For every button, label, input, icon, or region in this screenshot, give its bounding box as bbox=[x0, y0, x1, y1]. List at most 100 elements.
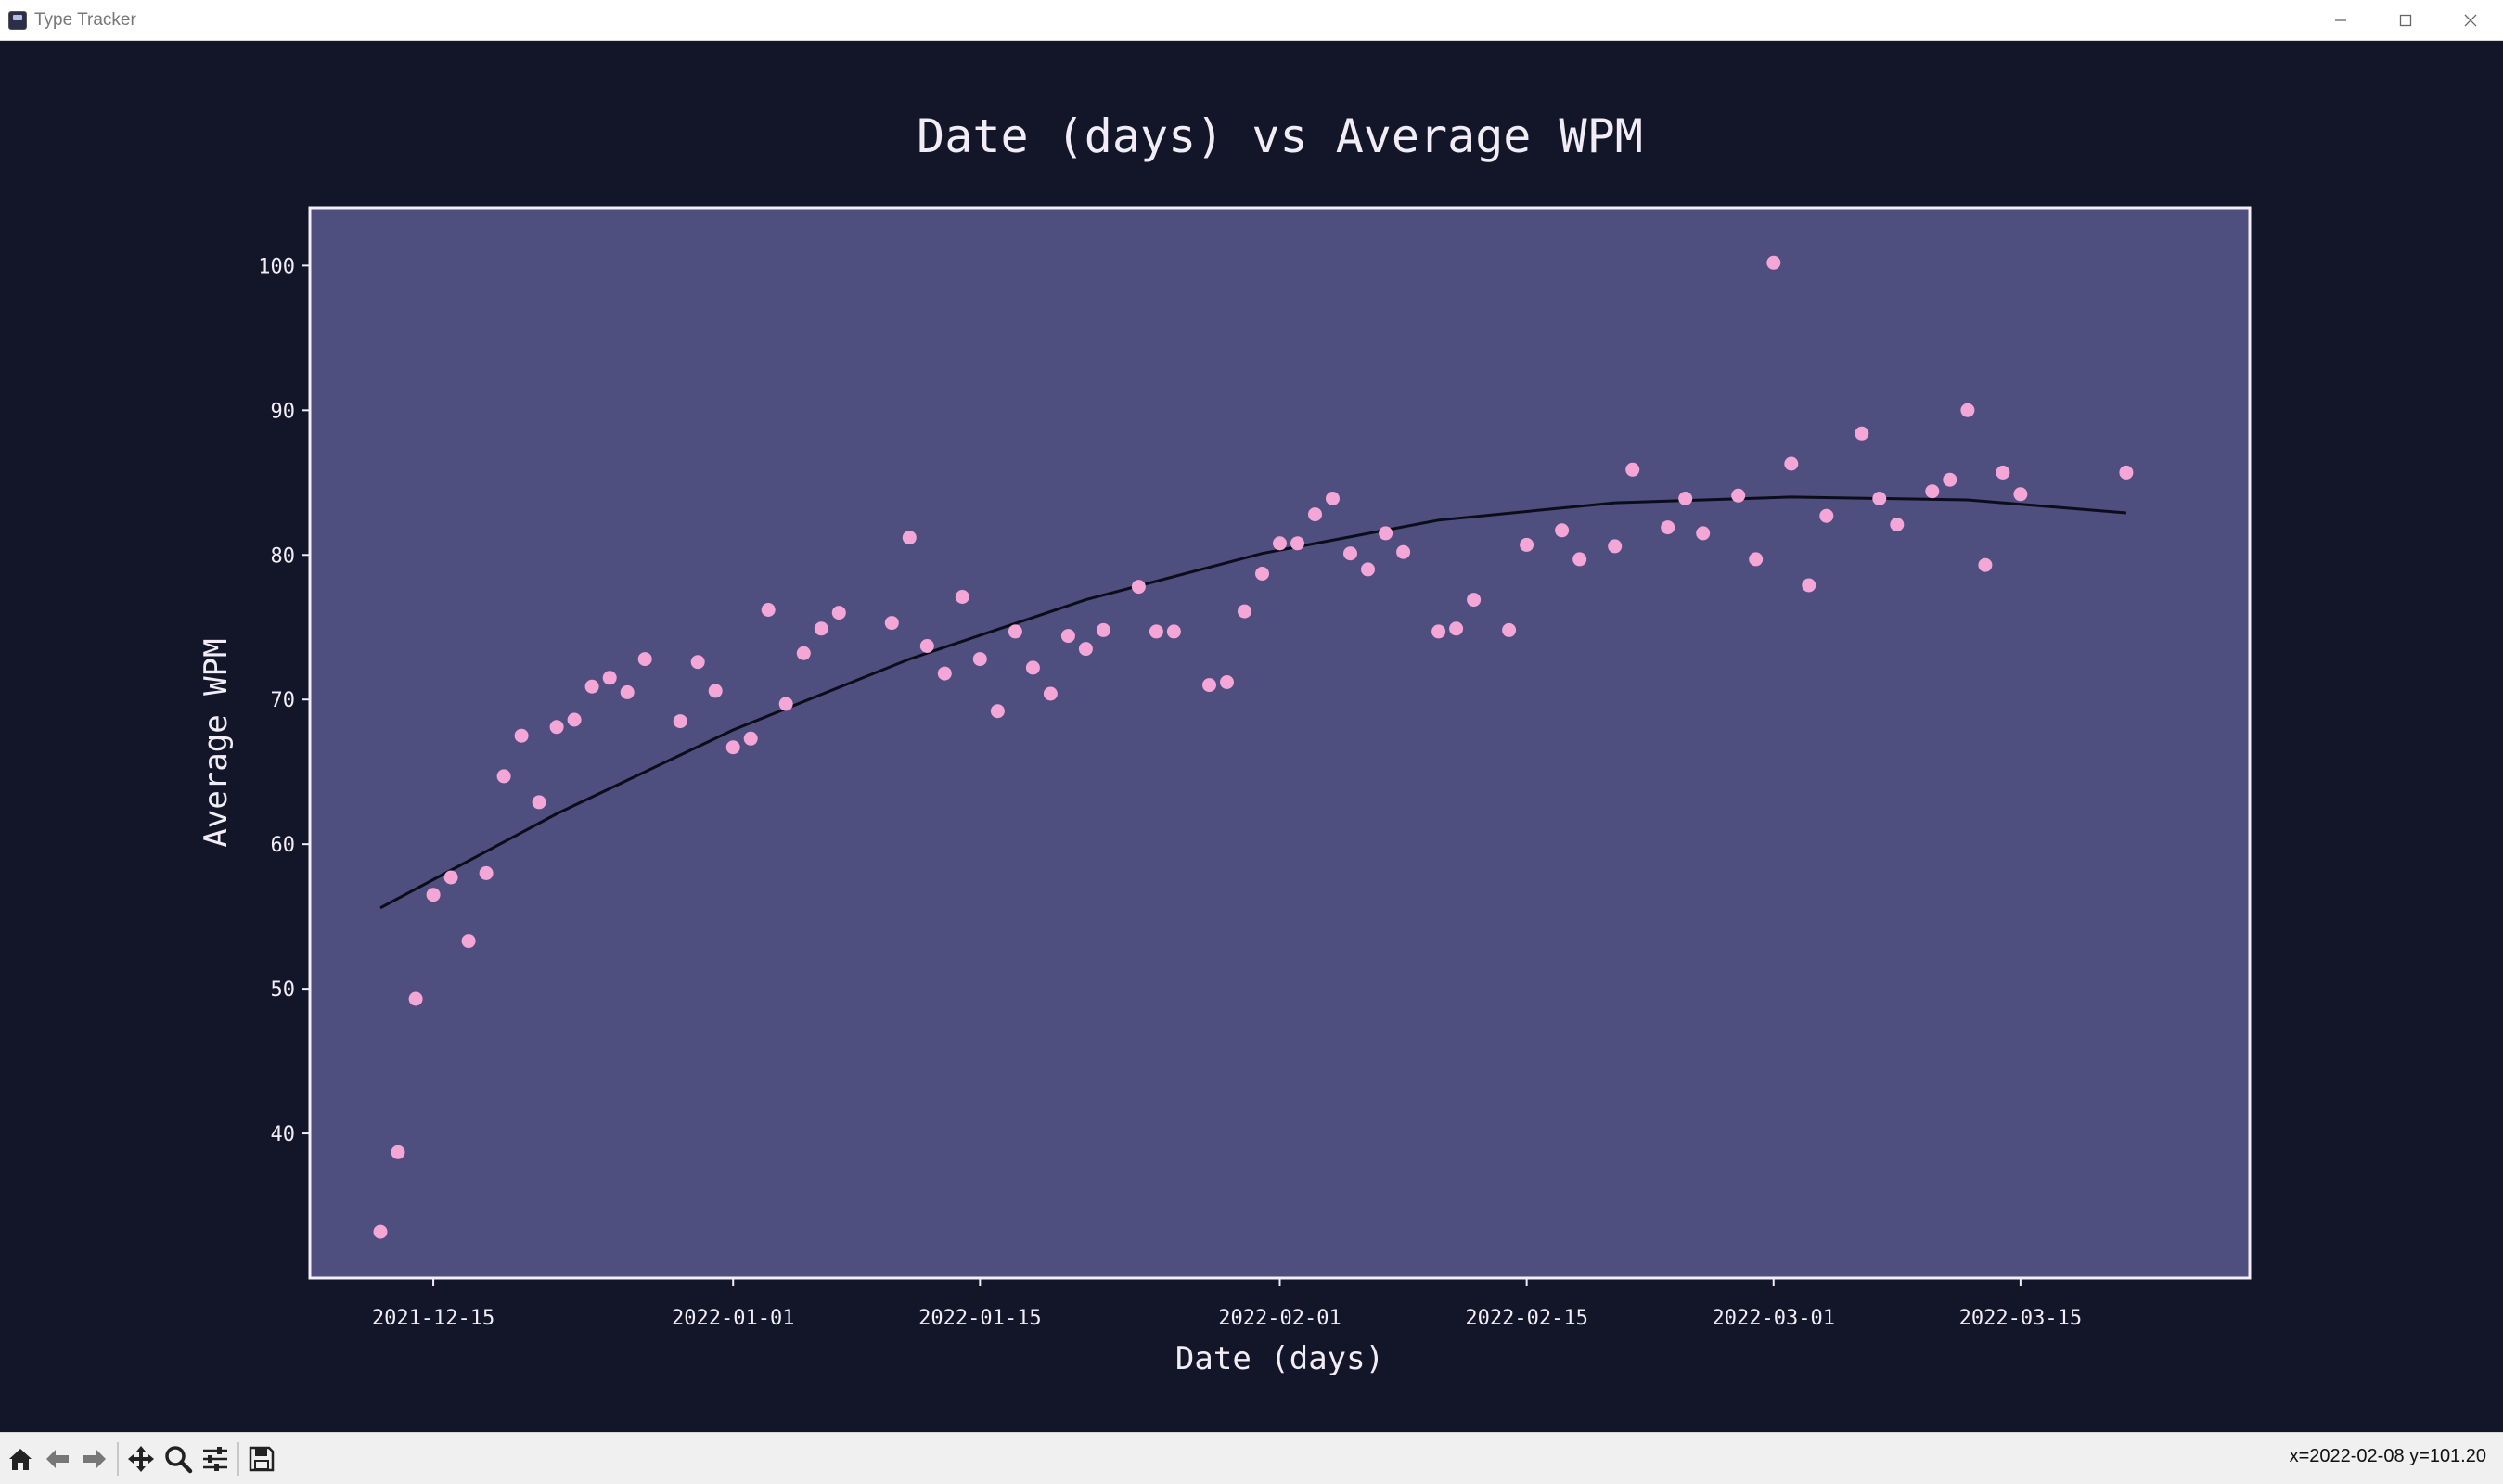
data-point bbox=[1308, 507, 1322, 522]
data-point bbox=[1326, 492, 1340, 505]
data-point bbox=[972, 652, 987, 667]
data-point bbox=[1996, 465, 2010, 480]
x-tick-label: 2022-03-01 bbox=[1713, 1307, 1835, 1330]
data-point bbox=[1731, 488, 1746, 503]
x-tick-label: 2022-01-01 bbox=[672, 1307, 794, 1330]
data-point bbox=[1202, 678, 1216, 693]
data-point bbox=[761, 603, 776, 617]
data-point bbox=[708, 684, 723, 698]
y-tick-label: 100 bbox=[258, 255, 295, 278]
data-point bbox=[690, 655, 705, 670]
data-point bbox=[1661, 520, 1675, 535]
maximize-icon[interactable] bbox=[2373, 0, 2438, 41]
back-arrow-icon[interactable] bbox=[39, 1439, 76, 1479]
data-point bbox=[1131, 580, 1146, 595]
navigation-toolbar: x=2022-02-08 y=101.20 bbox=[0, 1432, 2503, 1484]
data-point bbox=[1096, 622, 1110, 637]
data-point bbox=[1819, 508, 1834, 523]
data-point bbox=[937, 666, 952, 681]
window-title: Type Tracker bbox=[34, 9, 136, 30]
data-point bbox=[743, 731, 758, 746]
data-point bbox=[479, 865, 494, 880]
data-point bbox=[990, 704, 1005, 719]
data-point bbox=[584, 679, 599, 694]
y-tick-label: 40 bbox=[271, 1123, 296, 1146]
data-point bbox=[532, 795, 546, 810]
data-point bbox=[1572, 552, 1587, 567]
data-point bbox=[1078, 642, 1093, 657]
figure-canvas[interactable]: Date (days) vs Average WPM Date (days) A… bbox=[0, 41, 2503, 1432]
data-point bbox=[637, 652, 652, 667]
data-point bbox=[514, 728, 529, 743]
data-point bbox=[1396, 544, 1411, 559]
data-point bbox=[1872, 492, 1887, 505]
app-icon bbox=[8, 10, 27, 30]
cursor-coordinates: x=2022-02-08 y=101.20 bbox=[2289, 1446, 2486, 1466]
data-point bbox=[1802, 578, 1816, 593]
data-point bbox=[814, 621, 828, 636]
data-point bbox=[1149, 624, 1163, 639]
configure-subplots-icon[interactable] bbox=[197, 1439, 234, 1479]
y-tick-label: 70 bbox=[271, 689, 296, 712]
home-icon[interactable] bbox=[2, 1439, 39, 1479]
data-point bbox=[1625, 462, 1640, 477]
data-point bbox=[549, 720, 564, 735]
data-point bbox=[1043, 686, 1058, 701]
window-title-bar: Type Tracker bbox=[0, 0, 2503, 41]
data-point bbox=[1060, 629, 1075, 644]
x-tick-label: 2021-12-15 bbox=[372, 1307, 494, 1330]
data-point bbox=[1520, 537, 1534, 552]
minimize-icon[interactable] bbox=[2308, 0, 2373, 41]
data-point bbox=[1925, 484, 1940, 499]
data-point bbox=[1449, 621, 1464, 636]
data-point bbox=[955, 590, 969, 604]
save-icon[interactable] bbox=[243, 1439, 280, 1479]
toolbar-separator bbox=[237, 1441, 239, 1476]
data-point bbox=[1238, 604, 1252, 619]
y-tick-label: 90 bbox=[271, 400, 296, 423]
data-point bbox=[725, 740, 740, 755]
data-point bbox=[426, 888, 441, 902]
data-point bbox=[373, 1224, 388, 1239]
x-tick-label: 2022-02-15 bbox=[1465, 1307, 1587, 1330]
data-point bbox=[1343, 546, 1357, 561]
data-point bbox=[1766, 255, 1781, 270]
trend-line bbox=[379, 495, 2127, 910]
y-tick-label: 50 bbox=[271, 979, 296, 1002]
zoom-icon[interactable] bbox=[160, 1439, 197, 1479]
data-point bbox=[1431, 624, 1446, 639]
data-point bbox=[1978, 557, 1993, 572]
data-point bbox=[602, 671, 617, 685]
plot-area bbox=[308, 206, 2252, 1280]
data-point bbox=[673, 714, 687, 729]
data-point bbox=[1960, 403, 1975, 417]
data-point bbox=[1220, 675, 1234, 689]
data-point bbox=[1361, 562, 1375, 577]
data-point bbox=[831, 606, 846, 620]
x-tick-label: 2022-01-15 bbox=[918, 1307, 1041, 1330]
data-point bbox=[902, 531, 917, 545]
data-point bbox=[1467, 593, 1482, 608]
data-point bbox=[1255, 567, 1269, 581]
toolbar-separator bbox=[117, 1441, 119, 1476]
data-point bbox=[408, 991, 423, 1006]
y-tick-label: 80 bbox=[271, 544, 296, 568]
data-point bbox=[1608, 539, 1623, 554]
data-point bbox=[1555, 523, 1570, 538]
data-point bbox=[1890, 518, 1905, 531]
data-point bbox=[1749, 552, 1764, 567]
data-point bbox=[391, 1145, 405, 1159]
data-point bbox=[461, 934, 476, 949]
data-point bbox=[778, 697, 793, 711]
y-tick-label: 60 bbox=[271, 834, 296, 857]
data-point bbox=[1290, 536, 1304, 551]
close-icon[interactable] bbox=[2438, 0, 2503, 41]
pan-icon[interactable] bbox=[122, 1439, 160, 1479]
chart-title: Date (days) vs Average WPM bbox=[917, 109, 1643, 163]
x-tick-label: 2022-03-15 bbox=[1959, 1307, 2082, 1330]
data-point bbox=[919, 639, 934, 653]
x-tick-label: 2022-02-01 bbox=[1218, 1307, 1341, 1330]
data-point bbox=[1379, 526, 1393, 541]
forward-arrow-icon[interactable] bbox=[76, 1439, 113, 1479]
data-point bbox=[1008, 624, 1022, 639]
